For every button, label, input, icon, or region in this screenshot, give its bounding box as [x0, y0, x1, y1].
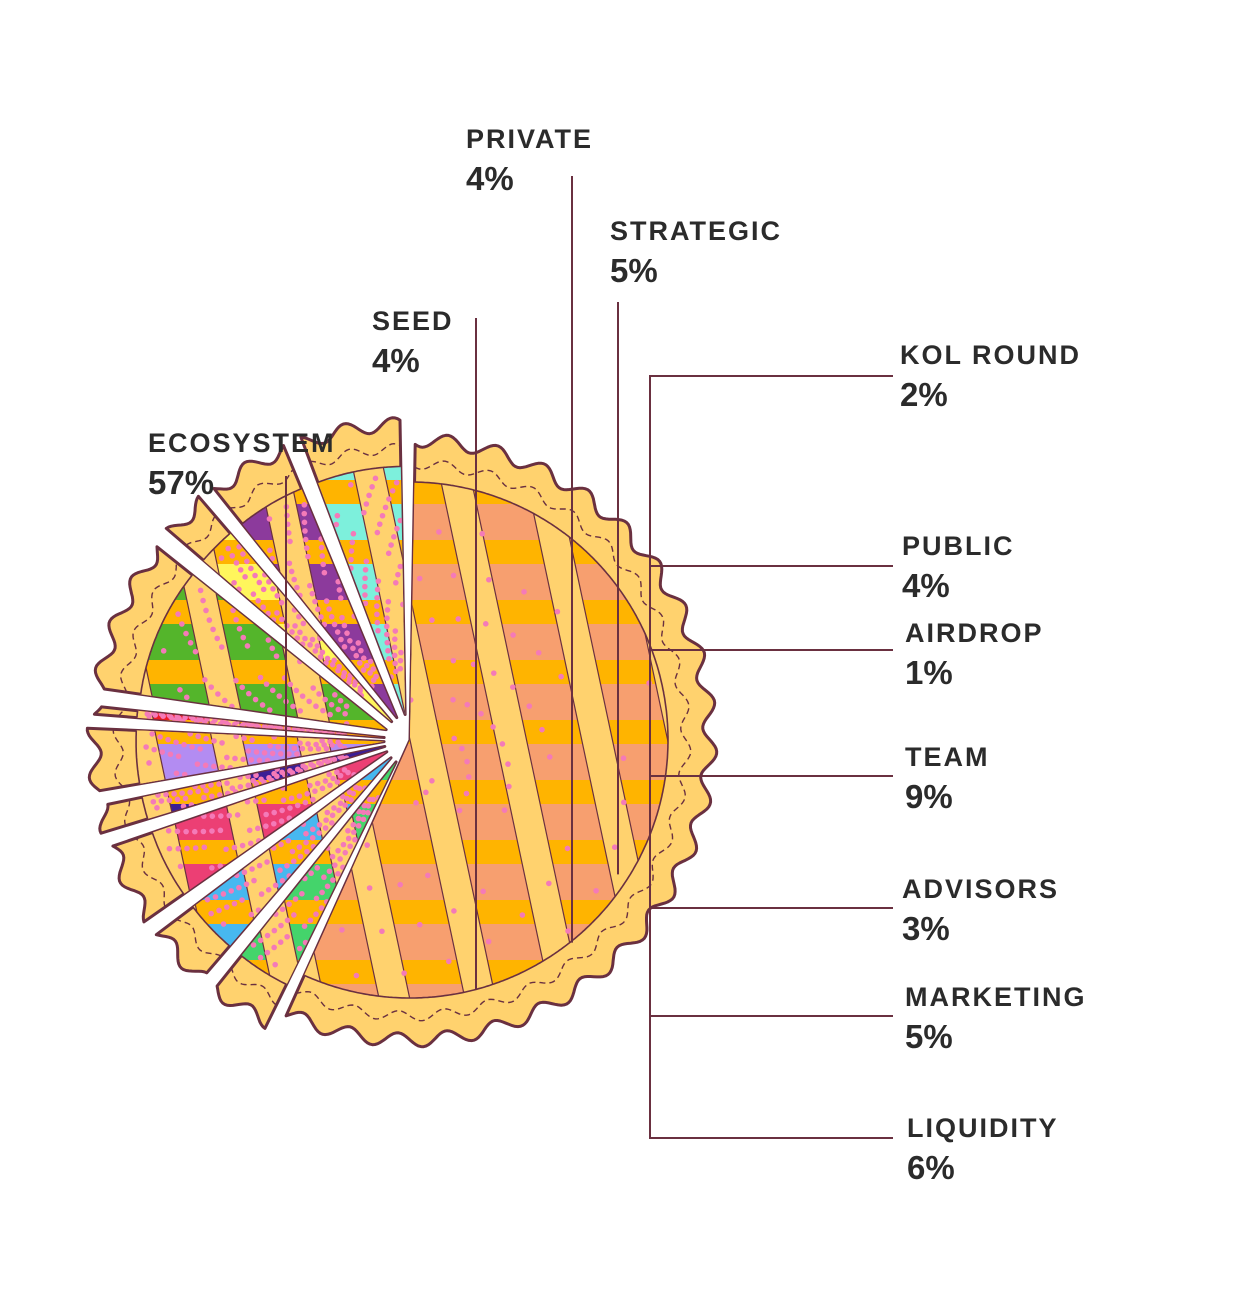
- label-advisors: ADVISORS: [902, 874, 1059, 904]
- value-advisors: 3%: [902, 910, 950, 947]
- value-public: 4%: [902, 567, 950, 604]
- value-marketing: 5%: [905, 1018, 953, 1055]
- leader-lines: [285, 176, 893, 1139]
- value-private: 4%: [466, 160, 514, 197]
- label-kol-round: KOL ROUND: [900, 340, 1081, 370]
- slice-labels: ECOSYSTEM 57% SEED 4% PRIVATE 4% STRATEGIC 5% KO…: [148, 124, 1087, 1186]
- value-liquidity: 6%: [907, 1149, 955, 1186]
- value-ecosystem: 57%: [148, 464, 214, 501]
- label-marketing: MARKETING: [905, 982, 1087, 1012]
- label-liquidity: LIQUIDITY: [907, 1113, 1059, 1143]
- value-team: 9%: [905, 778, 953, 815]
- label-public: PUBLIC: [902, 531, 1015, 561]
- value-seed: 4%: [372, 342, 420, 379]
- label-airdrop: AIRDROP: [905, 618, 1044, 648]
- label-seed: SEED: [372, 306, 454, 336]
- label-private: PRIVATE: [466, 124, 593, 154]
- value-strategic: 5%: [610, 252, 658, 289]
- value-airdrop: 1%: [905, 654, 953, 691]
- label-team: TEAM: [905, 742, 990, 772]
- label-ecosystem: ECOSYSTEM: [148, 428, 336, 458]
- leader-liquidity: [649, 449, 893, 1139]
- value-kol-round: 2%: [900, 376, 948, 413]
- label-strategic: STRATEGIC: [610, 216, 782, 246]
